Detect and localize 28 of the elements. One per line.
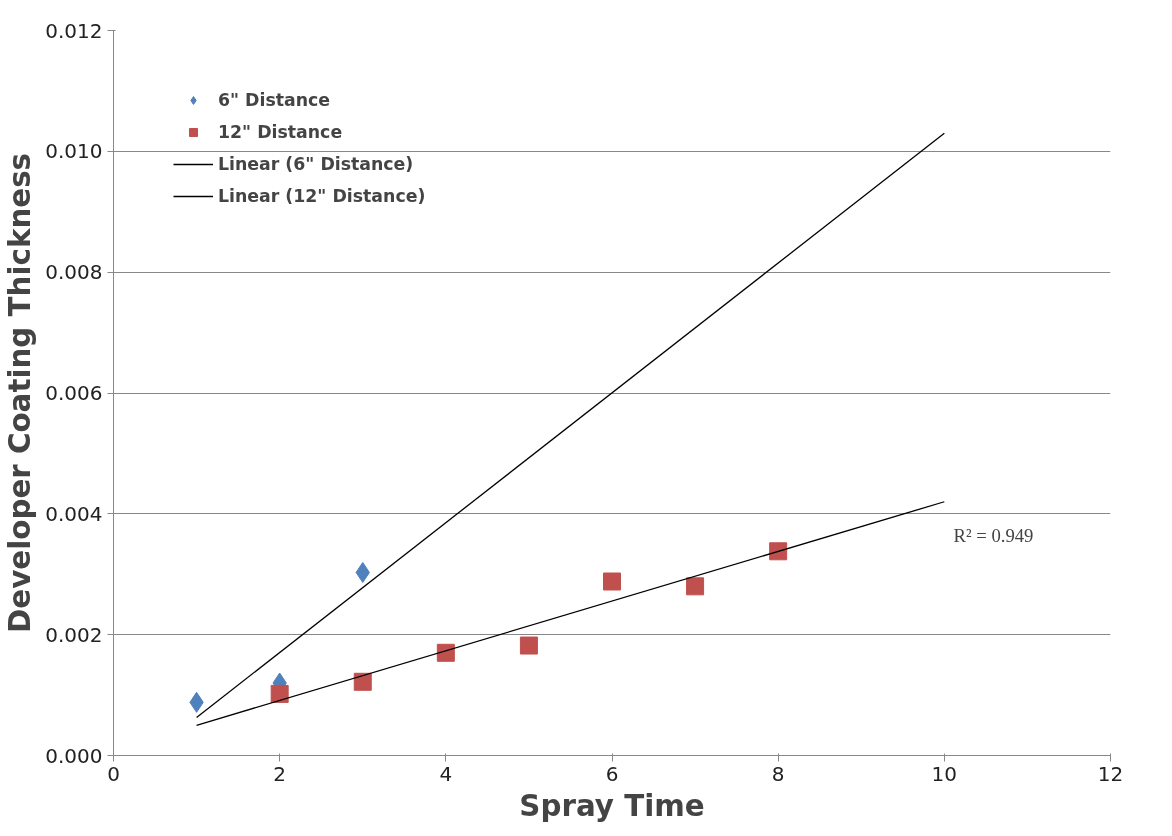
x-tick-label: 2 — [273, 761, 287, 786]
legend-label: Linear (12" Distance) — [218, 186, 426, 206]
point — [270, 684, 289, 703]
x-tick-label: 0 — [107, 761, 120, 786]
y-tick-label: 0.006 — [45, 381, 103, 405]
x-tick-label: 10 — [931, 761, 958, 786]
x-tick-label: 8 — [771, 761, 785, 786]
y-tick-label: 0.012 — [45, 18, 103, 43]
legend-label: 6" Distance — [218, 90, 331, 110]
y-tick-label: 0.010 — [45, 139, 103, 164]
point — [603, 572, 621, 591]
legend-label: Linear (6" Distance) — [218, 154, 414, 174]
point — [686, 577, 705, 596]
y-axis-title: Developer Coating Thickness — [3, 152, 38, 634]
point — [769, 542, 788, 561]
y-tick-label: 0.002 — [45, 622, 103, 647]
x-axis-title: Spray Time — [519, 788, 705, 823]
y-tick-label: 0.004 — [45, 501, 103, 526]
point — [436, 643, 455, 662]
point — [519, 636, 538, 655]
y-tick-label: 0.000 — [45, 743, 103, 768]
legend-label: 12" Distance — [218, 122, 343, 142]
point — [353, 672, 372, 691]
y-tick-label: 0.008 — [45, 260, 103, 285]
x-tick-label: 6 — [605, 761, 619, 786]
x-tick-label: 4 — [439, 761, 453, 786]
x-tick-label: 12 — [1097, 761, 1124, 786]
annotation: R² = 0.949 — [953, 524, 1034, 546]
